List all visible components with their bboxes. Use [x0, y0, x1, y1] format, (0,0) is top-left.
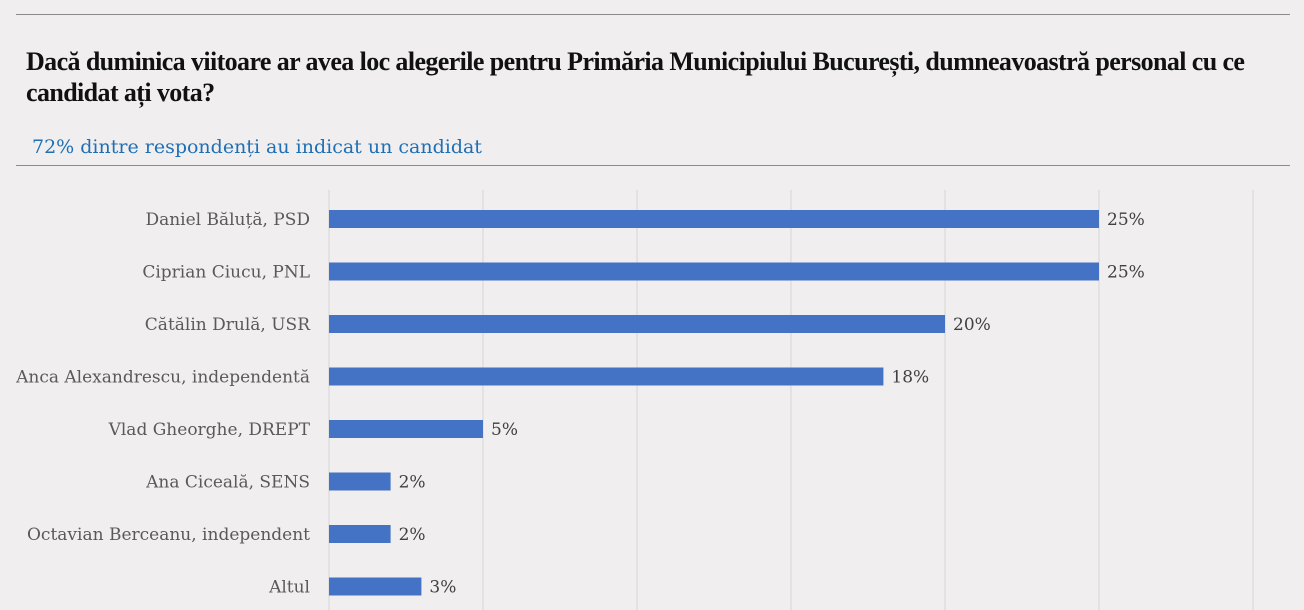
bar — [329, 262, 1099, 281]
category-label: Ana Ciceală, SENS — [145, 473, 310, 493]
chart-title: Dacă duminica viitoare ar avea loc alege… — [26, 47, 1245, 107]
category-label: Ciprian Ciucu, PNL — [142, 263, 310, 283]
value-label: 2% — [399, 473, 426, 493]
category-label: Anca Alexandrescu, independentă — [15, 368, 310, 388]
top-rule — [16, 14, 1290, 15]
category-label: Cătălin Drulă, USR — [145, 315, 311, 335]
bar — [329, 472, 391, 491]
bar — [329, 525, 391, 543]
category-label: Vlad Gheorghe, DREPT — [108, 420, 311, 440]
bar — [329, 577, 422, 596]
chart-subtitle: 72% dintre respondenți au indicat un can… — [32, 136, 482, 158]
bar — [329, 420, 483, 438]
bar — [329, 210, 1099, 228]
header-rule — [16, 165, 1290, 166]
category-label: Daniel Băluță, PSD — [145, 210, 310, 230]
value-label: 18% — [891, 368, 929, 388]
value-label: 3% — [429, 578, 456, 598]
value-label: 5% — [491, 420, 518, 440]
bar — [329, 367, 884, 386]
value-label: 20% — [953, 315, 991, 335]
value-label: 25% — [1107, 263, 1145, 283]
category-label: Altul — [268, 578, 310, 598]
value-label: 25% — [1107, 210, 1145, 230]
category-label: Octavian Berceanu, independent — [27, 525, 310, 545]
value-label: 2% — [399, 525, 426, 545]
bar — [329, 315, 945, 333]
